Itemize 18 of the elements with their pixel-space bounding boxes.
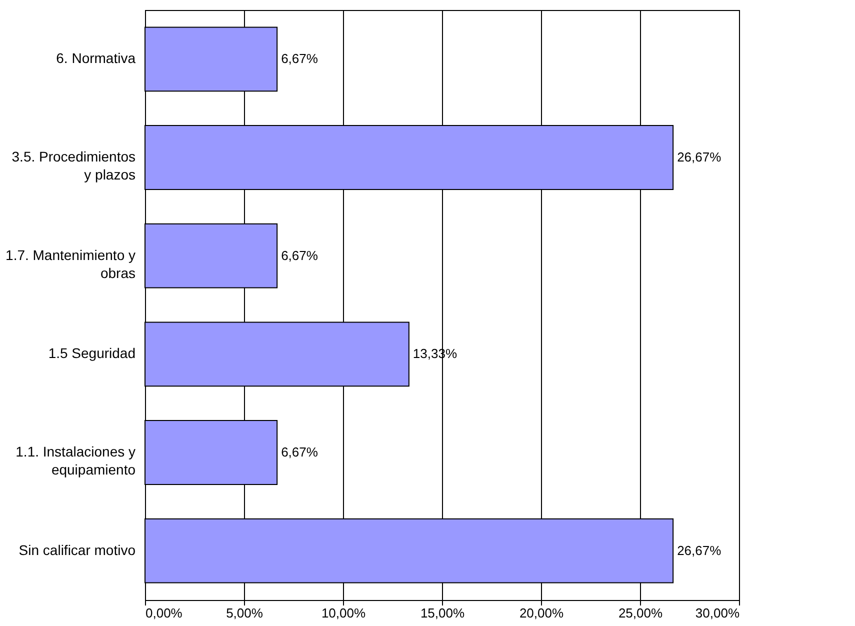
data-label: 6,67% <box>281 248 318 263</box>
data-label: 6,67% <box>281 444 318 460</box>
x-tick-label: 15,00% <box>420 606 465 620</box>
y-tick-label: 3.5. Procedimientos y plazos <box>12 148 136 182</box>
y-tick-label: 1.7. Mantenimiento y obras <box>6 246 136 281</box>
data-label: 26,67% <box>677 542 722 558</box>
y-tick-label: 1.5 Seguridad <box>48 345 136 362</box>
x-tick-label: 5,00% <box>226 606 264 620</box>
data-label: 26,67% <box>677 150 722 164</box>
x-tick-label: 20,00% <box>519 606 564 620</box>
y-tick-label: 6. Normativa <box>56 50 136 66</box>
y-tick-label: 1.1. Instalaciones y equipamiento <box>16 444 136 478</box>
data-label: 6,67% <box>281 51 318 66</box>
y-tick-label: Sin calificar motivo <box>18 542 136 558</box>
x-tick-label: 30,00% <box>695 606 740 620</box>
x-tick-label: 10,00% <box>321 606 366 620</box>
x-tick-label: 25,00% <box>618 606 663 620</box>
x-tick-label: 0,00% <box>146 606 183 620</box>
